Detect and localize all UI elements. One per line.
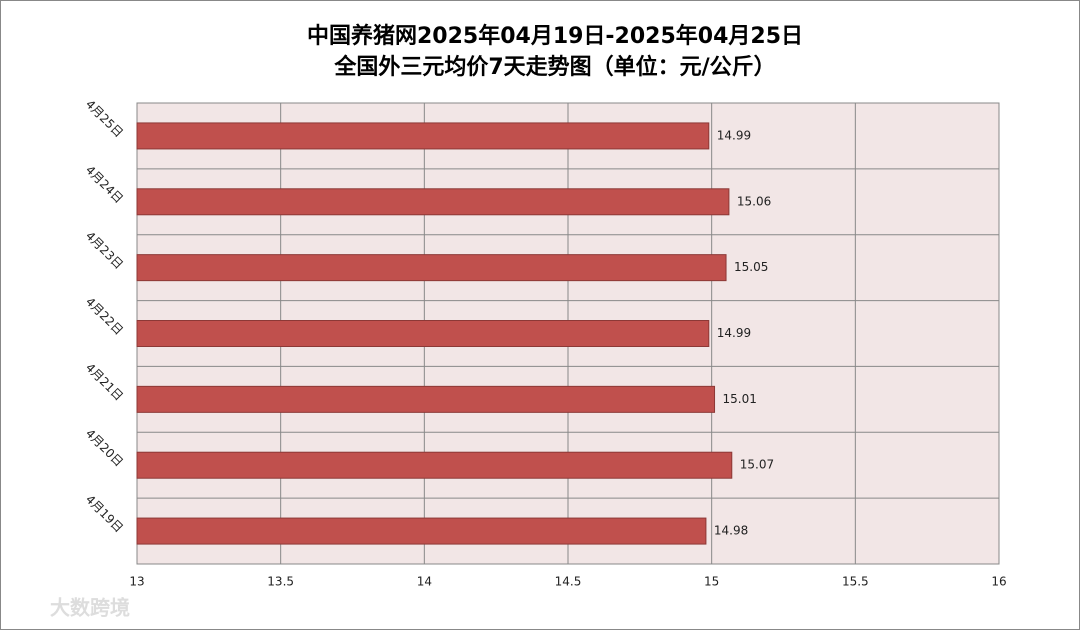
x-tick-label: 14.5 [555, 575, 582, 589]
value-label: 14.99 [717, 128, 751, 142]
x-tick-label: 16 [991, 575, 1006, 589]
x-tick-label: 14 [417, 575, 432, 589]
watermark: 大数跨境 [50, 596, 130, 620]
x-tick-label: 13 [129, 575, 144, 589]
value-label: 15.01 [723, 392, 757, 406]
value-label: 15.05 [734, 260, 768, 274]
value-label: 14.99 [717, 326, 751, 340]
x-tick-label: 13.5 [267, 575, 294, 589]
bar [136, 320, 710, 347]
value-label: 15.07 [740, 458, 774, 472]
x-tick-label: 15.5 [842, 575, 869, 589]
chart-title: 中国养猪网2025年04月19日-2025年04月25日 [307, 23, 803, 49]
value-label: 14.98 [714, 524, 748, 538]
bar [136, 188, 730, 216]
bar [136, 385, 716, 413]
bar [136, 122, 710, 150]
x-tick-label: 15 [704, 575, 719, 589]
bar [136, 254, 727, 282]
bar [136, 517, 707, 545]
chart-subtitle: 全国外三元均价7天走势图（单位：元/公斤） [333, 54, 775, 80]
bar [136, 451, 733, 479]
value-label: 15.06 [737, 194, 771, 208]
